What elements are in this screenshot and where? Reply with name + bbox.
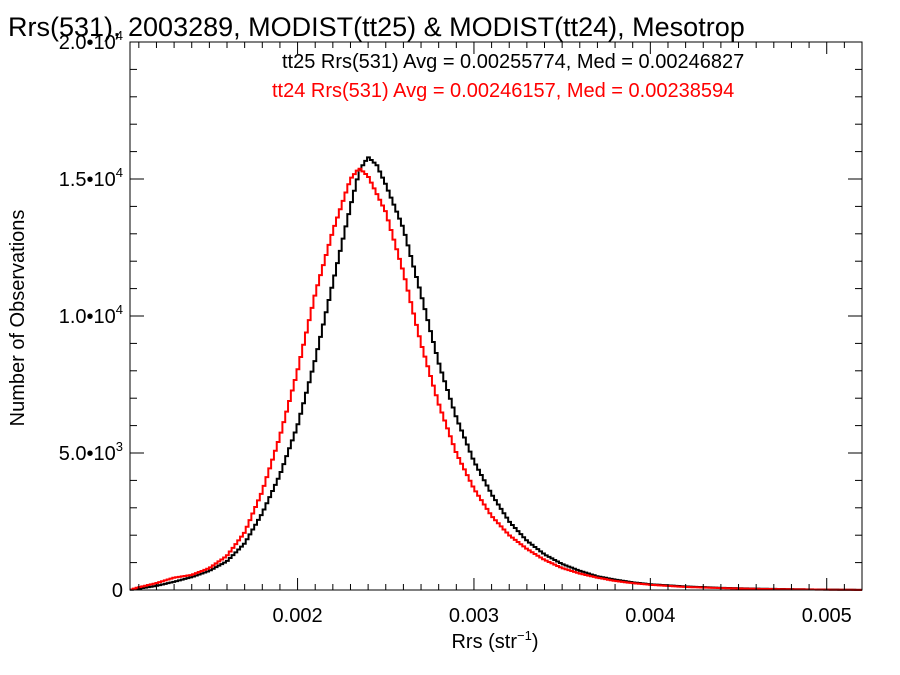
y-tick-label: 0 (112, 580, 123, 602)
x-tick-label: 0.002 (273, 605, 323, 627)
y-tick-label: 1.0•104 (59, 302, 123, 328)
plot-frame (129, 41, 863, 591)
y-axis-label: Number of Observations (7, 210, 29, 427)
x-tick-label: 0.004 (625, 605, 675, 627)
axes-layer: 0.002 0.003 0.004 0.005 0 5.0•103 1.0•104 1.5•1… (59, 28, 863, 627)
series-layer (130, 156, 862, 591)
annotation-tt24: tt24 Rrs(531) Avg = 0.00246157, Med = 0.… (272, 80, 734, 102)
chart-title: Rrs(531), 2003289, MODIST(tt25) & MODIST… (8, 12, 745, 42)
series-line-1 (130, 167, 862, 591)
x-tick-label: 0.003 (449, 605, 499, 627)
annotation-tt25: tt25 Rrs(531) Avg = 0.00255774, Med = 0.… (282, 51, 744, 73)
series-line-0 (130, 156, 862, 591)
y-tick-label: 1.5•104 (59, 165, 123, 191)
y-tick-label: 2.0•104 (59, 28, 123, 54)
x-axis-label: Rrs (str−1) (451, 628, 538, 653)
x-tick-label: 0.005 (802, 605, 852, 627)
y-tick-label: 5.0•103 (59, 439, 123, 465)
